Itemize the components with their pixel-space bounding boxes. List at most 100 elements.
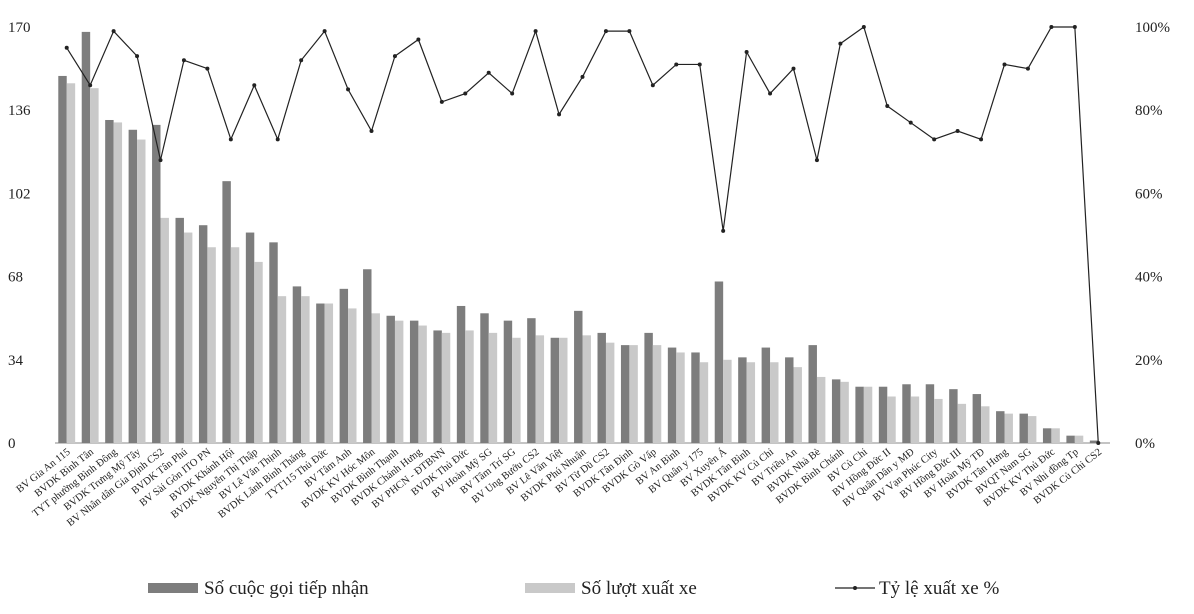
bar	[81, 31, 91, 444]
bar	[58, 75, 67, 444]
bar	[925, 384, 935, 443]
rate-point	[275, 137, 280, 142]
bar	[409, 320, 419, 443]
bar	[535, 335, 545, 443]
bar	[175, 217, 184, 443]
bar	[465, 330, 474, 443]
rate-point	[88, 83, 93, 88]
bar	[1066, 435, 1075, 443]
y-tick-label: 34	[8, 353, 24, 369]
rate-point	[814, 158, 819, 163]
rate-point	[674, 62, 679, 67]
rate-point	[533, 29, 538, 34]
bar	[363, 269, 372, 443]
bar	[863, 386, 873, 443]
bar	[620, 345, 630, 443]
bar	[441, 332, 451, 443]
rate-point	[932, 137, 937, 142]
bar	[808, 345, 817, 443]
y-tick-label: 68	[8, 270, 23, 286]
bar	[1019, 413, 1028, 443]
rate-point	[322, 29, 327, 34]
bar	[793, 367, 802, 443]
bar	[198, 225, 208, 443]
rate-point	[228, 137, 233, 142]
bar	[316, 303, 325, 443]
bar	[1004, 413, 1013, 443]
rate-point	[392, 54, 397, 59]
rate-point	[627, 29, 632, 34]
rate-point	[439, 99, 444, 104]
legend-label: Tỷ lệ xuất xe %	[879, 578, 999, 599]
legend-label: Số lượt xuất xe	[581, 578, 697, 599]
bar	[66, 83, 76, 444]
rate-point	[861, 25, 866, 29]
rate-point	[416, 37, 421, 42]
bar	[371, 313, 380, 443]
bar	[559, 337, 568, 443]
rate-point	[1049, 25, 1054, 29]
y2-tick-label: 100%	[1135, 20, 1170, 36]
bar	[831, 379, 841, 443]
bar	[324, 303, 334, 443]
rate-point	[111, 29, 116, 34]
bar	[816, 376, 826, 443]
bar	[957, 403, 967, 443]
bar	[222, 181, 231, 443]
bar	[761, 347, 771, 443]
bar	[582, 335, 591, 443]
bar	[113, 122, 123, 443]
rate-point	[603, 29, 608, 34]
rate-point	[1096, 441, 1101, 445]
legend-swatch	[148, 583, 198, 593]
bar	[90, 88, 99, 444]
rate-point	[557, 112, 562, 117]
bar	[1089, 440, 1099, 443]
rate-point	[252, 83, 257, 88]
bar	[652, 345, 662, 443]
bar	[676, 352, 685, 443]
bar	[433, 330, 442, 443]
y-tick-label: 0	[8, 436, 16, 452]
y2-tick-label: 0%	[1135, 436, 1155, 452]
bar	[972, 394, 982, 443]
rate-point	[135, 54, 140, 59]
bar	[207, 247, 216, 443]
bar	[277, 296, 287, 443]
bar	[137, 139, 146, 444]
bar	[480, 313, 489, 443]
bar	[230, 247, 240, 443]
bar	[292, 286, 302, 443]
bar	[949, 389, 958, 443]
rate-point	[580, 74, 585, 79]
rate-point	[908, 120, 913, 125]
bar	[339, 288, 349, 443]
bar	[878, 386, 888, 443]
bar	[348, 308, 357, 443]
y2-tick-label: 40%	[1135, 270, 1163, 286]
bar	[456, 305, 466, 443]
rate-point	[346, 87, 351, 92]
rate-point	[158, 158, 163, 163]
bar	[1051, 428, 1060, 443]
bar	[840, 381, 849, 443]
bar	[746, 362, 756, 443]
y2-tick-label: 20%	[1135, 353, 1163, 369]
bar	[301, 296, 310, 443]
bar	[629, 345, 638, 443]
bar	[714, 281, 724, 443]
y-tick-label: 102	[8, 186, 31, 202]
bar	[418, 325, 427, 443]
rate-point	[791, 66, 796, 71]
bar	[386, 315, 395, 443]
bar	[527, 318, 536, 443]
y-tick-label: 170	[8, 20, 31, 36]
rate-point	[768, 91, 773, 96]
bar	[254, 261, 263, 443]
bar	[699, 362, 709, 443]
bar	[1042, 428, 1052, 443]
rate-point	[744, 49, 749, 54]
y-tick-label: 136	[8, 103, 31, 119]
rate-point	[1072, 25, 1077, 29]
